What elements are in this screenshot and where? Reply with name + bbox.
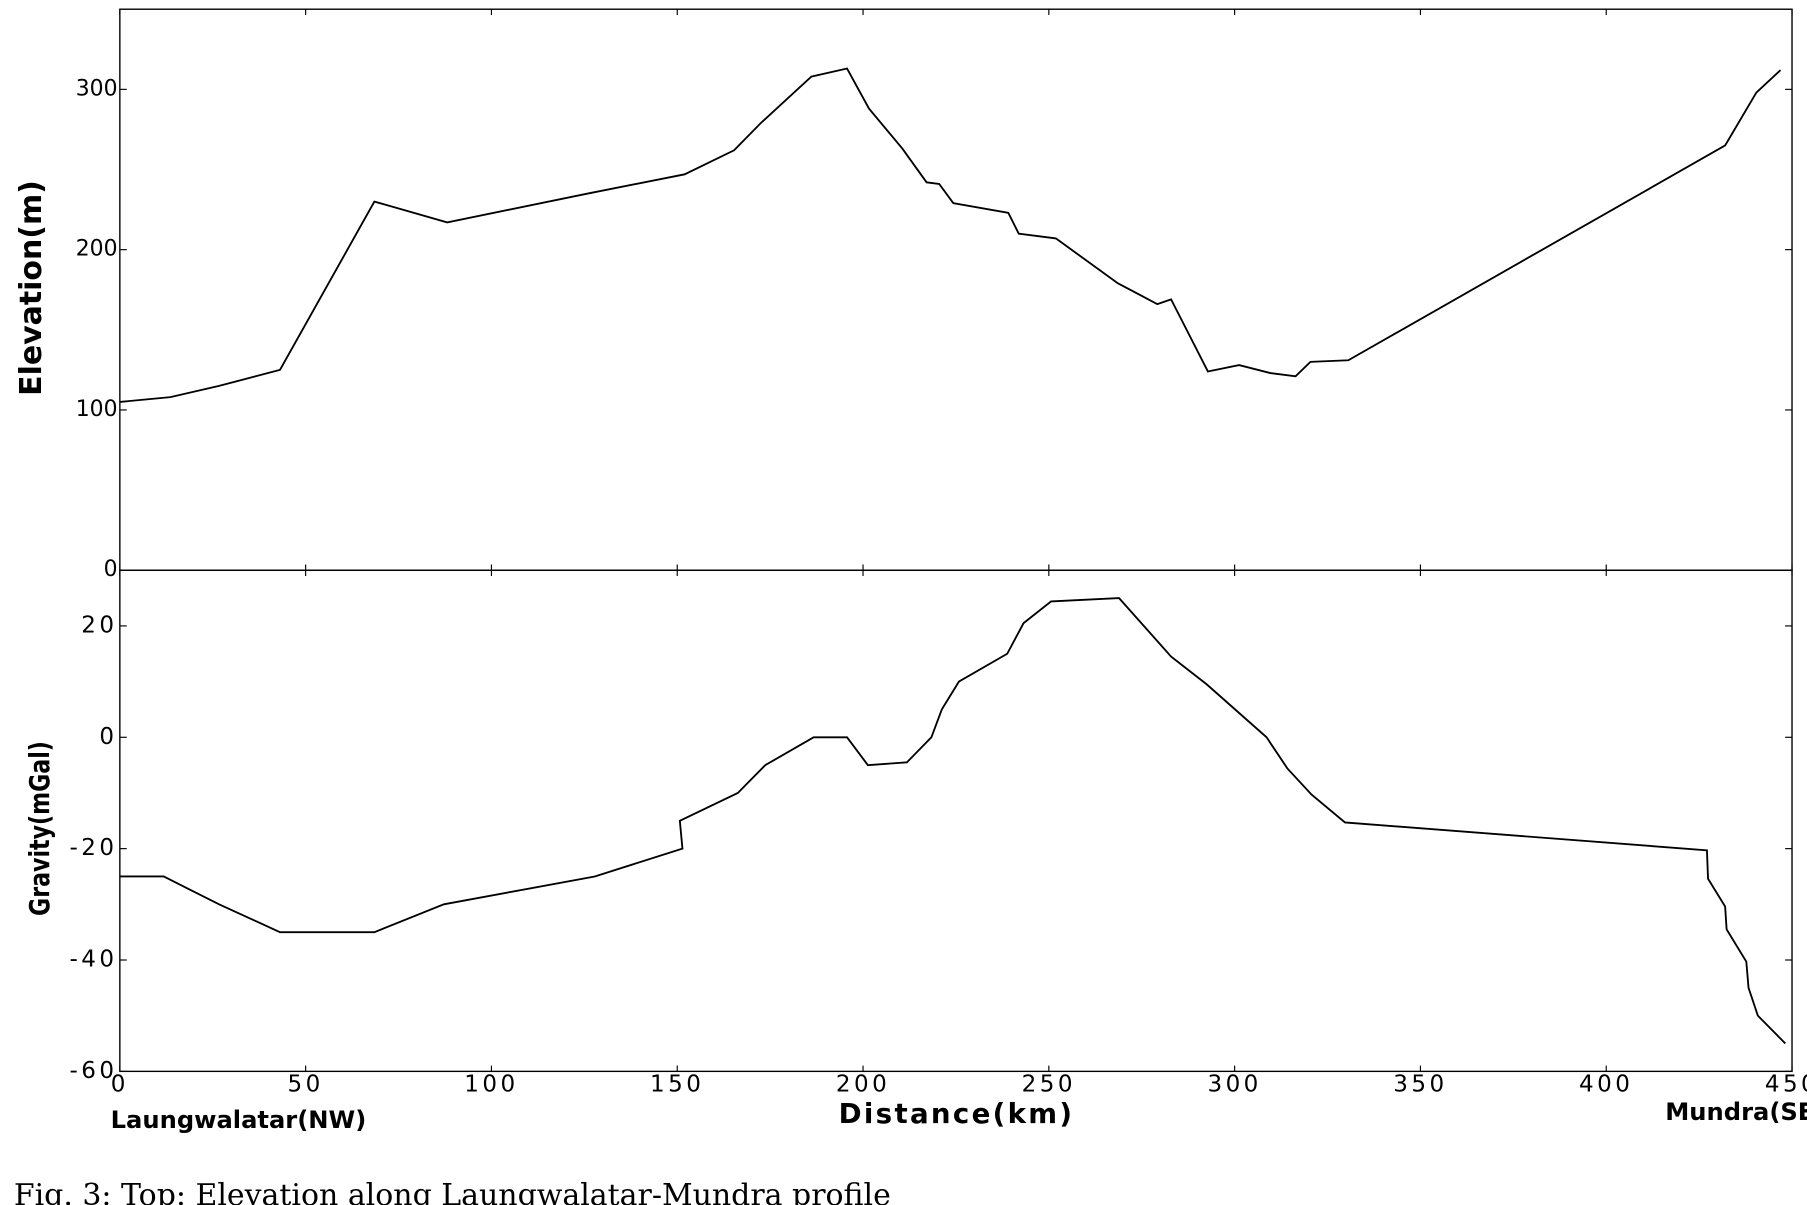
plot-frame xyxy=(119,569,1793,1073)
y-tick-label: 0 xyxy=(99,724,117,750)
x-tick-label: 350 xyxy=(1393,1072,1447,1098)
data-line xyxy=(119,597,1786,1045)
x-tick-label: 50 xyxy=(288,1072,324,1098)
y-axis-title: Elevation(m) xyxy=(14,180,49,396)
annotation: Mundra(SE) xyxy=(1665,1098,1807,1126)
x-tick-label: 150 xyxy=(650,1072,704,1098)
y-tick-label: -60 xyxy=(70,1058,118,1084)
y-tick-label: 20 xyxy=(81,612,117,638)
y-axis-title: Gravity(mGal) xyxy=(24,741,56,916)
annotation: Laungwalatar(NW) xyxy=(111,1106,367,1134)
x-tick-label: 200 xyxy=(836,1072,890,1098)
y-tick-label: 0 xyxy=(104,557,118,582)
y-tick-label: 200 xyxy=(76,237,118,262)
x-axis-title: Distance(km) xyxy=(839,1097,1075,1130)
y-tick-label: 100 xyxy=(76,397,118,422)
y-tick-label: -20 xyxy=(70,835,118,861)
x-tick-label: 450 xyxy=(1765,1072,1807,1098)
plot-frame xyxy=(119,8,1793,571)
x-tick-label: 250 xyxy=(1022,1072,1076,1098)
caption: Fig. 3: Top: Elevation along Laungwalata… xyxy=(14,1178,891,1205)
x-tick-label: 100 xyxy=(464,1072,518,1098)
y-tick-label: 300 xyxy=(76,76,118,101)
data-line xyxy=(119,67,1782,403)
x-tick-label: 400 xyxy=(1579,1072,1633,1098)
y-tick-label: -40 xyxy=(70,947,118,973)
x-tick-label: 300 xyxy=(1207,1072,1261,1098)
x-tick-label: 0 xyxy=(111,1072,129,1098)
